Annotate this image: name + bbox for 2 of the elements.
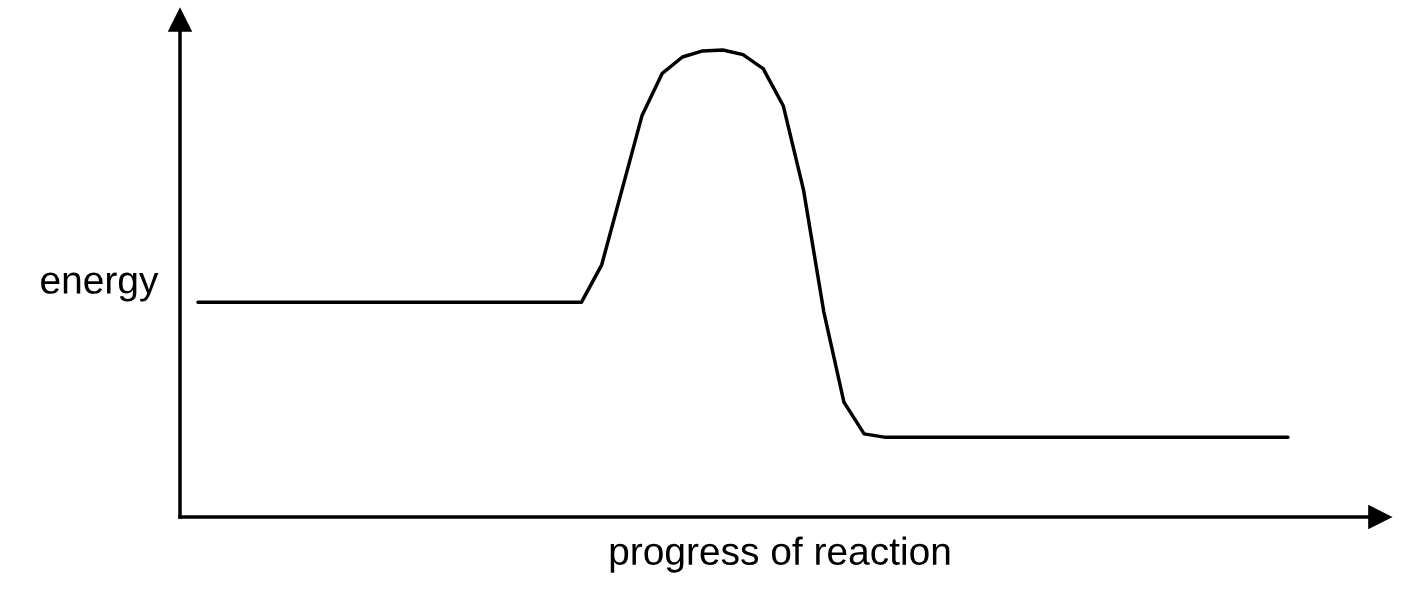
- y-axis-title: energy: [41, 272, 159, 302]
- x-axis-title: progress of reaction: [610, 536, 950, 573]
